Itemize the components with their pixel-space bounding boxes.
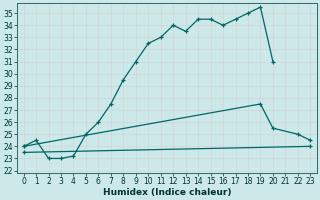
X-axis label: Humidex (Indice chaleur): Humidex (Indice chaleur) xyxy=(103,188,231,197)
